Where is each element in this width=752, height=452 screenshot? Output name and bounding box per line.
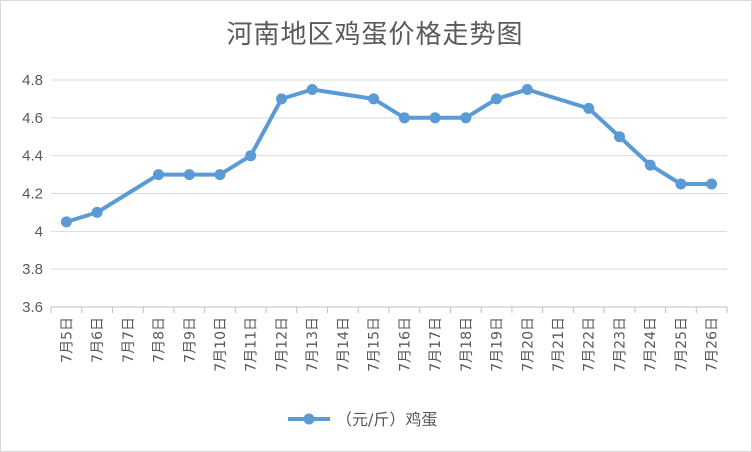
x-tick-label: 7月8日 [152,317,168,363]
legend-entry: （元/斤）鸡蛋 [336,410,437,429]
data-point [521,84,533,95]
data-point [614,131,625,143]
data-point [368,93,380,105]
x-tick-label: 7月9日 [182,317,198,363]
x-tick-label: 7月18日 [459,317,475,372]
legend: （元/斤）鸡蛋 [288,410,437,429]
y-tick-label: 4.6 [22,110,43,127]
x-tick-label: 7月14日 [336,317,352,372]
x-tick-label: 7月16日 [397,317,413,372]
data-point [460,112,472,124]
y-tick-label: 3.8 [22,261,43,278]
y-axis-ticks: 3.6 3.8 4 4.2 4.4 4.6 4.8 [22,72,43,316]
data-point [214,169,226,181]
x-tick-label: 7月22日 [582,317,598,372]
x-tick-label: 7月23日 [612,317,628,372]
x-tick-label: 7月21日 [551,317,567,372]
x-tick-label: 7月17日 [428,317,444,372]
data-point [583,102,595,114]
x-tick-label: 7月26日 [705,317,721,372]
data-point [245,150,257,162]
x-tick-label: 7月19日 [490,317,506,372]
y-tick-label: 3.6 [22,299,43,316]
x-tick-label: 7月13日 [305,317,321,372]
x-tick-label: 7月5日 [59,317,75,363]
x-tick-label: 7月24日 [643,317,659,372]
data-point [706,178,718,190]
x-tick-label: 7月15日 [367,317,383,372]
data-point [429,112,441,124]
data-point [60,216,72,228]
gridlines [51,79,727,308]
y-tick-label: 4 [35,223,43,240]
chart-title: 河南地区鸡蛋价格走势图 [226,20,524,50]
data-point [91,206,103,218]
x-tick-label: 7月6日 [90,317,106,363]
x-tick-label: 7月7日 [121,317,137,363]
x-tick-label: 7月25日 [674,317,690,372]
data-point [183,169,195,181]
x-tick-label: 7月10日 [213,317,229,372]
data-point [398,112,410,124]
series-layer [60,84,718,228]
y-tick-label: 4.4 [22,148,43,165]
x-tick-label: 7月11日 [244,317,260,372]
data-point [644,159,656,171]
data-point [306,84,318,95]
y-tick-label: 4.8 [22,72,43,89]
x-axis-ticks: 7月5日 7月6日 7月7日 7月8日 7月9日 7月10日 7月11日 7月12日 7月13日… [50,307,728,372]
data-point [276,93,287,105]
data-point [491,93,502,105]
y-tick-label: 4.2 [22,186,43,203]
legend-point-marker [303,413,315,425]
x-tick-label: 7月20日 [520,317,536,372]
data-point [675,178,687,190]
x-tick-label: 7月12日 [274,317,290,372]
data-point [153,169,164,181]
